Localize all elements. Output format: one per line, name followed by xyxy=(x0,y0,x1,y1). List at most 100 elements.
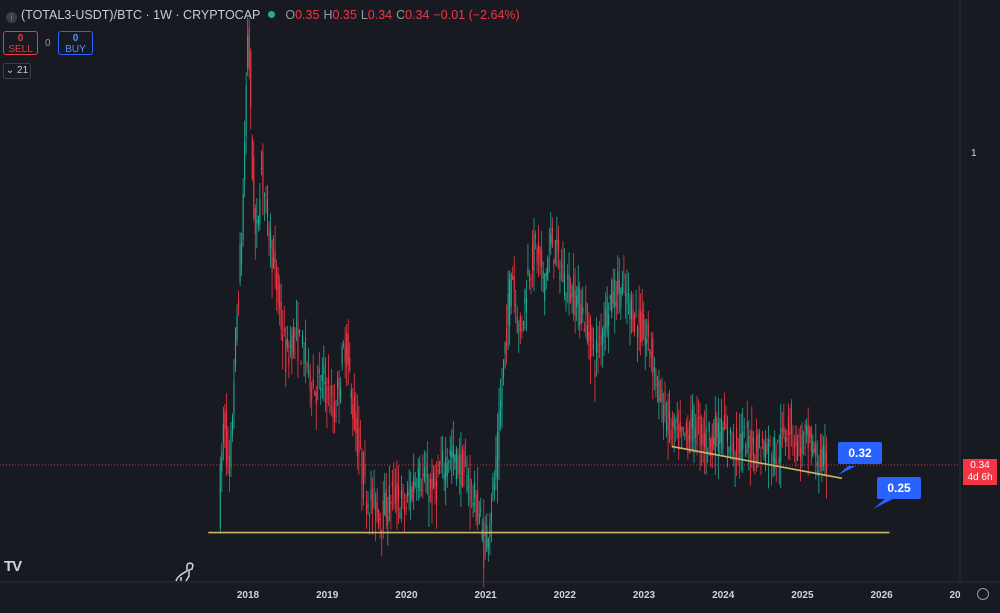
candle-body xyxy=(222,424,224,444)
sell-button[interactable]: 0 SELL xyxy=(3,31,38,55)
settings-icon[interactable] xyxy=(977,588,989,600)
candle-body xyxy=(306,362,308,368)
candle-body xyxy=(375,493,377,522)
candle-body xyxy=(801,435,803,453)
candle-body xyxy=(254,208,256,234)
candle-body xyxy=(690,418,692,442)
candle-body xyxy=(391,482,393,487)
candle-body xyxy=(647,322,649,338)
candle-body xyxy=(416,489,418,491)
candle-body xyxy=(397,485,400,501)
candle-body xyxy=(733,432,735,456)
candle-body xyxy=(472,502,474,506)
info-icon[interactable]: i xyxy=(6,12,17,23)
candle-body xyxy=(821,448,823,471)
open-label: O xyxy=(285,8,296,22)
support-label-025[interactable]: 0.25 xyxy=(877,477,921,499)
candle-body xyxy=(402,489,404,494)
candle-body xyxy=(274,250,276,263)
candle-body xyxy=(719,432,721,445)
candle-body xyxy=(697,416,700,420)
candle-body xyxy=(768,439,770,463)
candle-body xyxy=(431,479,433,505)
candle-body xyxy=(411,487,413,500)
candle-body xyxy=(638,309,640,324)
candle-body xyxy=(704,433,706,448)
candle-body xyxy=(536,248,538,263)
candle-body xyxy=(492,477,494,495)
time-axis-label: 2021 xyxy=(474,590,497,601)
trendline-label-032[interactable]: 0.32 xyxy=(838,442,882,464)
candle-body xyxy=(693,406,695,441)
candle-body xyxy=(591,328,593,343)
candle-body xyxy=(681,427,683,429)
candle-body xyxy=(327,378,329,385)
candle-body xyxy=(312,378,314,388)
candle-body xyxy=(731,443,733,453)
candle-body xyxy=(573,275,575,315)
candle-body xyxy=(335,415,337,417)
candle-body xyxy=(428,495,430,502)
candle-body xyxy=(533,235,535,272)
candle-body xyxy=(420,489,422,492)
candle-body xyxy=(439,472,441,474)
candle-body xyxy=(723,414,725,430)
candle-body xyxy=(807,423,809,449)
descending-trendline[interactable] xyxy=(671,445,843,480)
candle-body xyxy=(570,293,572,302)
candle-body xyxy=(815,443,817,457)
candle-body xyxy=(407,488,409,497)
candle-body xyxy=(748,435,750,448)
change-value: −0.01 (−2.64%) xyxy=(433,8,520,22)
candle-body xyxy=(806,426,808,435)
candle-body xyxy=(535,234,537,239)
candle-body xyxy=(501,387,503,408)
candle-body xyxy=(822,445,824,467)
time-axis[interactable]: 2018 2019 2020 2021 2022 2023 2024 2025 2026 20 xyxy=(237,590,961,601)
candle-body xyxy=(355,412,357,434)
candle-body xyxy=(556,238,558,245)
candle-body xyxy=(221,451,223,472)
candle-body xyxy=(484,533,486,536)
candle-body xyxy=(635,310,637,313)
candle-body xyxy=(499,401,502,426)
candle-body xyxy=(812,441,814,457)
time-axis-label: 2025 xyxy=(791,590,814,601)
candle-body xyxy=(239,244,241,282)
candle-body xyxy=(588,331,590,341)
candle-body xyxy=(347,334,349,364)
candle-body xyxy=(824,446,826,464)
candle-body xyxy=(577,285,579,304)
candle-body xyxy=(333,401,336,422)
candle-body xyxy=(571,285,573,298)
candle-body xyxy=(653,367,655,372)
tradingview-logo[interactable]: TV xyxy=(4,558,22,575)
candle-body xyxy=(241,242,243,265)
candle-body xyxy=(423,467,425,480)
candle-body xyxy=(825,452,828,476)
symbol-title[interactable]: (TOTAL3-USDT)/BTC · 1W · CRYPTOCAP xyxy=(21,8,261,22)
candle-body xyxy=(553,259,555,264)
candle-body xyxy=(598,336,601,339)
candle-body xyxy=(729,429,732,435)
candle-body xyxy=(493,485,495,490)
candle-body xyxy=(787,415,789,436)
candle-body xyxy=(566,274,569,280)
candle-body xyxy=(338,378,340,399)
candle-body xyxy=(234,328,237,366)
candle-body xyxy=(259,198,261,225)
candle-body xyxy=(560,265,562,268)
candle-body xyxy=(250,51,252,107)
candle-body xyxy=(586,325,588,342)
candle-body xyxy=(309,369,311,391)
indicators-toggle[interactable]: ⌄ 21 xyxy=(3,63,31,79)
candle-body xyxy=(688,435,690,440)
candle-body xyxy=(576,295,578,308)
buy-button[interactable]: 0 BUY xyxy=(58,31,93,55)
current-price-value: 0.34 xyxy=(970,460,990,471)
candle-body xyxy=(626,292,628,305)
candle-body xyxy=(251,138,253,180)
candle-body xyxy=(458,453,460,474)
candle-body xyxy=(404,506,406,512)
